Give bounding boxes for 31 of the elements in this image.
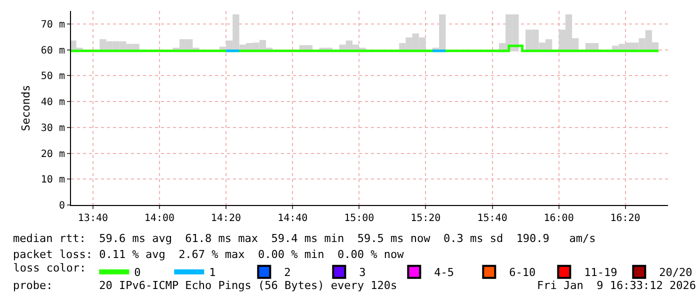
legend-title: loss color:	[13, 262, 86, 275]
y-axis-title: Seconds	[20, 84, 33, 132]
x-tick-label: 16:20	[610, 213, 640, 224]
legend-label: 11-19	[584, 266, 618, 280]
legend-label: 6-10	[509, 266, 536, 280]
y-tick-label: 40 m	[40, 97, 65, 108]
legend-label: 2	[284, 266, 291, 280]
text: probe: 20 IPv6-ICMP Echo Pings (56 Bytes) every 120s	[13, 279, 398, 292]
x-tick-label: 16:00	[544, 213, 574, 224]
y-tick-label: 60 m	[40, 45, 65, 56]
x-tick-label: 14:20	[210, 213, 241, 224]
x-tick-label: 15:00	[344, 213, 374, 224]
legend-label: 3	[359, 266, 366, 280]
text: Fri Jan 9 16:33:12 2026	[537, 279, 696, 292]
legend-label: 20/20	[659, 266, 692, 280]
y-tick-label: 20 m	[40, 148, 65, 160]
y-tick-label: 70 m	[40, 19, 65, 30]
legend-label: 1	[209, 266, 216, 280]
legend-label: 4-5	[434, 266, 454, 280]
x-tick-label: 15:20	[410, 213, 441, 224]
text: packet loss: 0.11 % avg 2.67 % max 0.00 % min 0.00 % now	[13, 248, 404, 261]
x-tick-label: 14:00	[144, 213, 175, 224]
x-tick-label: 15:40	[477, 213, 508, 224]
y-tick-label: 50 m	[40, 71, 65, 82]
y-tick-label: 30 m	[40, 122, 65, 134]
legend-label: 0	[134, 266, 141, 280]
x-tick-label: 14:40	[278, 213, 308, 224]
y-tick-label: 0	[58, 200, 65, 212]
text: median rtt: 59.6 ms avg 61.8 ms max 59.4 ms min 59.5 ms now 0.3 ms sd 190.9 am/s	[13, 232, 596, 245]
x-tick-label: 13:40	[78, 213, 108, 224]
y-tick-label: 10 m	[40, 174, 65, 186]
